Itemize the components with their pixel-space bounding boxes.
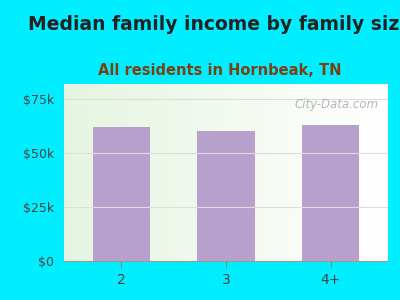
Text: All residents in Hornbeak, TN: All residents in Hornbeak, TN	[98, 63, 342, 78]
Text: Median family income by family size: Median family income by family size	[28, 15, 400, 34]
Text: City-Data.com: City-Data.com	[294, 98, 378, 111]
Bar	[93, 127, 150, 261]
Bar	[302, 125, 359, 261]
Bar	[197, 131, 255, 261]
